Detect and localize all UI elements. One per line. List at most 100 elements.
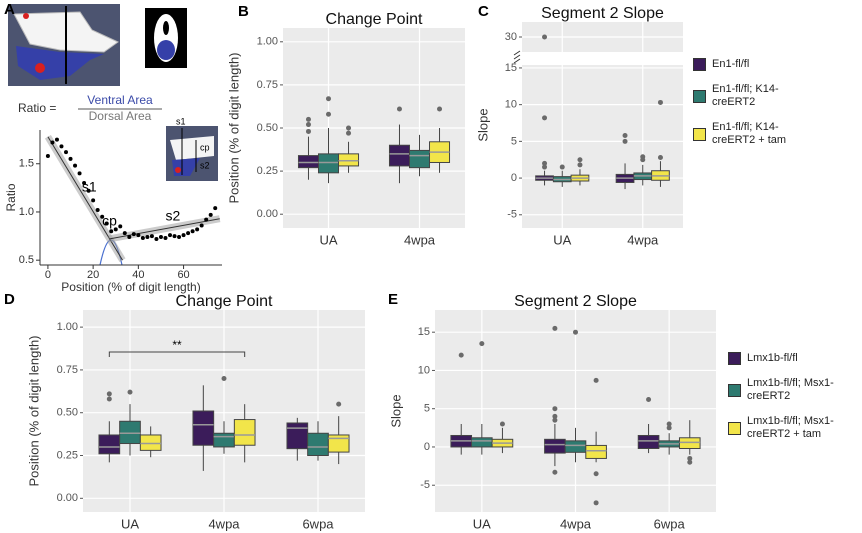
point: [82, 181, 87, 186]
y-tick-label: 10: [418, 364, 430, 376]
y-tick-label: 5: [424, 403, 430, 415]
ratio-numerator: Ventral Area: [87, 93, 153, 107]
inset: [166, 126, 218, 181]
x-axis-label: Position (% of digit length): [61, 280, 200, 294]
point: [195, 227, 200, 232]
legend-label: Lmx1b-fl/fl; Msx1-creERT2 + tam: [747, 415, 834, 440]
legend: En1-fl/fl En1-fl/fl; K14-creERT2 En1-fl/fl…: [693, 58, 803, 159]
point: [145, 235, 150, 240]
legend-swatch: [728, 352, 741, 365]
y-axis-label: Position (% of digit length): [26, 335, 41, 486]
box: [388, 144, 410, 167]
outlier: [640, 154, 646, 160]
y-tick-label: 15: [418, 326, 430, 338]
chart-title: Change Point: [176, 293, 274, 310]
box: [307, 432, 329, 457]
point: [50, 140, 55, 145]
inset-label: s2: [200, 160, 210, 170]
outlier: [622, 138, 628, 144]
outlier: [305, 122, 311, 128]
outlier: [221, 375, 227, 381]
point: [118, 224, 123, 229]
point: [54, 137, 59, 142]
x-tick-label: 40: [132, 269, 144, 281]
x-tick-label: 20: [87, 269, 99, 281]
ratio-label: Ratio =: [18, 101, 56, 115]
point: [104, 221, 109, 226]
y-tick-label: -5: [420, 479, 430, 491]
outlier: [593, 471, 599, 477]
y-tick-label: 1.00: [57, 321, 78, 333]
x-tick-label: 6wpa: [654, 516, 686, 531]
outlier: [542, 34, 548, 40]
legend-swatch: [728, 421, 741, 435]
box: [471, 437, 493, 448]
outlier: [479, 341, 485, 347]
box: [317, 153, 340, 174]
y-axis-label: Slope: [388, 394, 403, 427]
point: [127, 235, 132, 240]
box: [297, 155, 319, 169]
outlier: [326, 111, 331, 117]
point: [109, 229, 114, 234]
panel-letter: C: [478, 3, 489, 20]
y-tick-label: 0: [424, 441, 430, 453]
outlier: [458, 352, 464, 358]
fit-label: s1: [82, 179, 97, 195]
x-tick-label: UA: [553, 232, 571, 247]
outlier: [542, 160, 548, 166]
y-tick-label: 0.5: [19, 254, 34, 266]
outlier: [687, 459, 693, 465]
legend-swatch: [693, 127, 706, 141]
y-tick-label: 0.75: [57, 364, 78, 376]
box: [327, 434, 350, 453]
point: [68, 156, 73, 161]
fit-line: [108, 218, 220, 240]
outlier: [552, 417, 558, 423]
point: [208, 212, 213, 217]
point: [91, 198, 96, 203]
x-tick-label: UA: [473, 516, 491, 531]
x-tick-label: 4wpa: [404, 232, 436, 247]
box: [213, 432, 235, 448]
significance-bracket: [108, 351, 246, 357]
y-tick-label: 0: [511, 172, 517, 184]
chart-title: Segment 2 Slope: [514, 293, 637, 310]
y-tick-label: 0.25: [257, 165, 278, 177]
point: [186, 231, 191, 236]
panel-letter: D: [4, 291, 15, 308]
outlier: [106, 391, 112, 397]
fit-label: s2: [165, 207, 180, 223]
outlier: [437, 106, 443, 112]
legend-entry: Lmx1b-fl/fl: [728, 352, 838, 365]
point: [204, 217, 209, 222]
y-tick-label: 10: [505, 99, 517, 111]
y-tick-label: 0.50: [257, 122, 278, 134]
y-tick-label: 30: [505, 31, 517, 43]
point: [45, 154, 50, 159]
outlier: [499, 421, 505, 427]
outlier: [666, 425, 672, 431]
point: [177, 235, 182, 240]
x-tick-label: 4wpa: [560, 516, 592, 531]
x-tick-label: UA: [319, 232, 337, 247]
box: [192, 410, 215, 446]
chart-title: Change Point: [326, 11, 424, 28]
box: [678, 437, 701, 449]
outlier: [577, 162, 583, 168]
box: [637, 434, 660, 449]
point: [95, 208, 100, 213]
outlier: [106, 396, 112, 402]
y-tick-label: 0.25: [57, 449, 78, 461]
point: [158, 235, 163, 240]
outlier: [657, 155, 663, 161]
outlier: [552, 406, 558, 412]
outlier: [346, 125, 352, 131]
legend-swatch: [728, 383, 741, 397]
outlier: [666, 421, 672, 427]
legend-label: En1-fl/fl: [712, 58, 750, 70]
y-tick-label: -5: [507, 209, 517, 221]
panel-letter: B: [238, 3, 249, 20]
chart-title: Segment 2 Slope: [541, 5, 664, 22]
outlier: [573, 329, 578, 335]
